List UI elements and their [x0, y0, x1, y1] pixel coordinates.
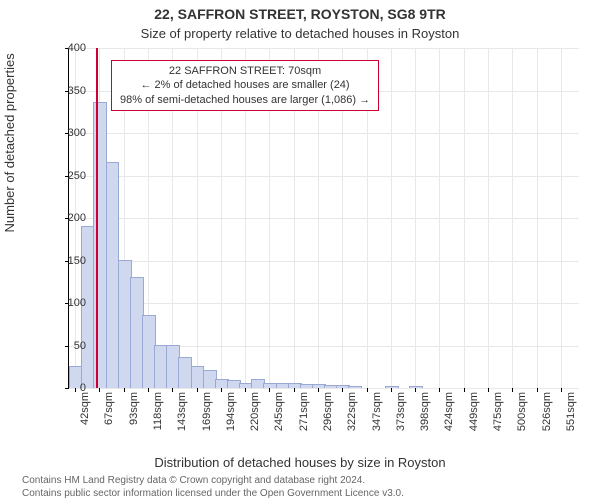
x-tick-label: 475sqm — [492, 388, 504, 431]
x-tick-label: 322sqm — [346, 388, 358, 431]
x-tick-mark — [439, 388, 440, 392]
grid-horizontal — [69, 261, 579, 262]
x-tick-label: 118sqm — [152, 388, 164, 430]
y-tick-label: 0 — [46, 382, 86, 394]
x-tick-label: 347sqm — [371, 388, 383, 431]
x-tick-label: 245sqm — [273, 388, 285, 431]
grid-horizontal — [69, 218, 579, 219]
y-tick-label: 250 — [46, 170, 86, 182]
y-tick-label: 150 — [46, 255, 86, 267]
x-tick-label: 143sqm — [176, 388, 188, 431]
y-tick-label: 100 — [46, 297, 86, 309]
x-tick-label: 398sqm — [419, 388, 431, 431]
grid-horizontal — [69, 176, 579, 177]
x-tick-mark — [197, 388, 198, 392]
grid-vertical — [415, 48, 416, 388]
x-tick-mark — [391, 388, 392, 392]
x-tick-label: 67sqm — [103, 388, 115, 425]
x-tick-mark — [488, 388, 489, 392]
histogram-bar — [385, 386, 399, 388]
x-tick-mark — [99, 388, 100, 392]
callout-line-1: 22 SAFFRON STREET: 70sqm — [120, 64, 370, 78]
x-tick-mark — [124, 388, 125, 392]
grid-vertical — [488, 48, 489, 388]
page-title: 22, SAFFRON STREET, ROYSTON, SG8 9TR — [0, 6, 600, 22]
x-tick-label: 551sqm — [565, 388, 577, 431]
x-tick-label: 220sqm — [249, 388, 261, 431]
x-tick-mark — [342, 388, 343, 392]
grid-vertical — [464, 48, 465, 388]
x-tick-mark — [148, 388, 149, 392]
x-tick-label: 169sqm — [201, 388, 213, 431]
x-tick-label: 500sqm — [516, 388, 528, 431]
callout-line-3: 98% of semi-detached houses are larger (… — [120, 93, 370, 107]
grid-vertical — [537, 48, 538, 388]
x-tick-label: 93sqm — [128, 388, 140, 425]
x-tick-label: 526sqm — [541, 388, 553, 431]
x-tick-mark — [318, 388, 319, 392]
x-tick-mark — [269, 388, 270, 392]
x-tick-label: 271sqm — [298, 388, 310, 431]
x-tick-label: 449sqm — [468, 388, 480, 431]
x-tick-mark — [294, 388, 295, 392]
y-tick-label: 400 — [46, 42, 86, 54]
footer-line-2: Contains public sector information licen… — [22, 488, 582, 500]
footer-line-1: Contains HM Land Registry data © Crown c… — [22, 475, 582, 488]
footer-attribution: Contains HM Land Registry data © Crown c… — [22, 475, 582, 500]
callout-line-2: ← 2% of detached houses are smaller (24) — [120, 78, 370, 92]
grid-vertical — [561, 48, 562, 388]
x-tick-label: 194sqm — [225, 388, 237, 431]
grid-vertical — [439, 48, 440, 388]
x-tick-label: 373sqm — [395, 388, 407, 431]
x-tick-mark — [464, 388, 465, 392]
x-axis-label: Distribution of detached houses by size … — [0, 455, 600, 470]
y-tick-label: 200 — [46, 212, 86, 224]
x-tick-label: 296sqm — [322, 388, 334, 431]
x-tick-mark — [415, 388, 416, 392]
x-tick-mark — [367, 388, 368, 392]
x-tick-label: 424sqm — [443, 388, 455, 431]
grid-vertical — [391, 48, 392, 388]
histogram-plot: 42sqm67sqm93sqm118sqm143sqm169sqm194sqm2… — [68, 48, 579, 389]
y-axis-label: Number of detached properties — [2, 53, 17, 232]
histogram-bar — [348, 386, 362, 388]
grid-horizontal — [69, 48, 579, 49]
y-tick-label: 50 — [46, 340, 86, 352]
x-tick-mark — [512, 388, 513, 392]
y-tick-label: 300 — [46, 127, 86, 139]
x-tick-mark — [537, 388, 538, 392]
property-callout: 22 SAFFRON STREET: 70sqm ← 2% of detache… — [111, 60, 379, 111]
x-tick-mark — [561, 388, 562, 392]
grid-vertical — [512, 48, 513, 388]
property-marker-line — [96, 48, 98, 388]
x-tick-mark — [172, 388, 173, 392]
page-subtitle: Size of property relative to detached ho… — [0, 26, 600, 41]
grid-horizontal — [69, 133, 579, 134]
y-tick-label: 350 — [46, 85, 86, 97]
histogram-bar — [409, 386, 423, 388]
x-tick-mark — [245, 388, 246, 392]
x-tick-mark — [221, 388, 222, 392]
grid-horizontal — [69, 303, 579, 304]
